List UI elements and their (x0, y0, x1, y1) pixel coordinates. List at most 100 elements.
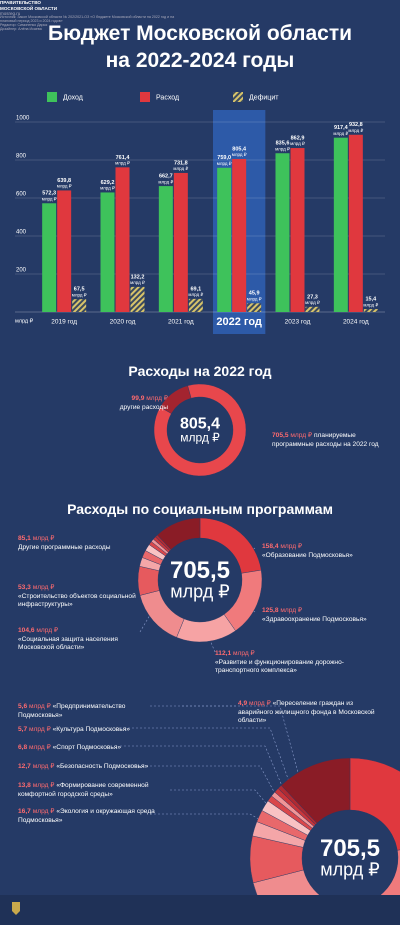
segment-label: 6,8 млрд ₽ «Спорт Подмосковья» (18, 744, 178, 753)
bar (173, 172, 188, 312)
footer-org: ПРАВИТЕЛЬСТВО МОСКОВСКОЙ ОБЛАСТИ (0, 0, 58, 11)
section-title: Расходы на 2022 год (128, 363, 272, 379)
y-tick-label: 400 (16, 230, 27, 236)
value-unit: млрд ₽ (130, 280, 146, 285)
section-title: Расходы по социальным программам (67, 501, 333, 517)
value-unit: млрд ₽ (100, 186, 116, 191)
legend-label: Доход (63, 94, 83, 101)
value-label: 629,2 (101, 180, 115, 186)
value-label: 639,8 (57, 178, 71, 184)
donut-segment (157, 517, 201, 550)
value-label: 932,8 (349, 122, 363, 128)
value-label: 112,1 (215, 650, 232, 657)
value-label: 15,4 (365, 297, 377, 303)
value-unit: млрд ₽ (32, 535, 55, 542)
value-label: 862,9 (291, 136, 305, 142)
value-unit: млрд ₽ (232, 650, 255, 657)
value-label: 705,5 (272, 432, 289, 439)
value-label: 132,2 (131, 274, 145, 280)
value-unit: млрд ₽ (232, 152, 248, 157)
value-label: 805,4 (232, 146, 247, 152)
bar (232, 158, 247, 312)
bar (57, 190, 72, 312)
value-unit: млрд ₽ (249, 700, 271, 707)
value-label: 917,4 (334, 125, 349, 131)
category-label: «Образование Подмосковья» (262, 551, 353, 559)
value-label: 835,6 (276, 141, 290, 147)
donut-unit: млрд ₽ (320, 859, 379, 879)
donut-hole (302, 810, 398, 895)
value-unit: млрд ₽ (305, 300, 321, 305)
x-tick-label: 2019 год (51, 319, 77, 326)
value-label: 13,8 (18, 782, 31, 789)
value-label: 45,9 (249, 291, 260, 297)
value-unit: млрд ₽ (32, 763, 55, 770)
value-unit: млрд ₽ (188, 292, 204, 297)
value-label: 12,7 (18, 763, 31, 770)
value-label: 69,1 (190, 286, 201, 292)
donut-hole (158, 538, 242, 622)
segment-label: 12,7 млрд ₽ «Безопасность Подмосковья» (18, 763, 178, 772)
x-tick-label: 2021 год (168, 319, 194, 326)
bar (130, 286, 145, 312)
value-label: 125,8 (262, 607, 279, 614)
y-tick-label: 800 (16, 154, 27, 160)
value-label: 662,7 (159, 174, 173, 180)
value-unit: млрд ₽ (32, 808, 55, 815)
value-label: 85,1 (18, 535, 31, 542)
category-label: «Переселение граждан из аварийного жилищ… (238, 700, 375, 725)
category-label: «Строительство объектов социальной инфра… (18, 592, 136, 609)
bar (42, 203, 57, 312)
value-label: 731,8 (174, 160, 188, 166)
value-label: 158,4 (262, 543, 279, 550)
bar (247, 303, 262, 312)
segment-label: 5,6 млрд ₽ «Предпринимательство Подмоско… (18, 703, 158, 720)
title-line: на 2022-2024 годы (105, 49, 295, 72)
category-label: «Формирование современной комфортной гор… (18, 782, 149, 798)
value-label: 5,6 (18, 703, 28, 710)
value-unit: млрд ₽ (42, 196, 58, 201)
value-label: 759,0 (217, 155, 231, 161)
legend-swatch (233, 92, 243, 102)
footer-site: mosreg.ru (0, 11, 21, 16)
x-tick-label: 2022 год (216, 316, 262, 328)
donut-hole (167, 397, 233, 463)
value-label: 27,3 (307, 294, 318, 300)
donut-total: 705,5 (320, 835, 380, 862)
bar (290, 148, 305, 312)
value-label: 104,6 (18, 627, 35, 634)
donut-segment (153, 383, 247, 477)
donut-unit: млрд ₽ (180, 431, 220, 445)
category-label: «Спорт Подмосковья» (52, 744, 122, 751)
value-unit: млрд ₽ (57, 184, 73, 189)
value-label: 572,3 (42, 191, 56, 197)
category-label: «Социальная защита населения Московской … (18, 635, 118, 652)
value-unit: млрд ₽ (333, 131, 349, 136)
donut-unit: млрд ₽ (170, 581, 229, 601)
legend-swatch (47, 92, 57, 102)
segment-label: 104,6 млрд ₽ «Социальная защита населени… (18, 627, 138, 653)
value-label: 53,3 (18, 584, 31, 591)
bar (333, 137, 348, 312)
category-label: другие расходы (119, 403, 168, 411)
value-label: 5,7 (18, 726, 28, 733)
donut-segment (349, 757, 400, 851)
value-unit: млрд ₽ (290, 141, 306, 146)
donut-segment (280, 757, 351, 824)
y-tick-label: 1000 (16, 116, 30, 122)
value-unit: млрд ₽ (280, 607, 303, 614)
bar (348, 134, 363, 312)
category-label: планируемые программные расходы на 2022 … (272, 432, 379, 448)
value-label: 16,7 (18, 808, 31, 815)
bar (72, 299, 87, 312)
value-label: 6,8 (18, 744, 28, 751)
value-unit: млрд ₽ (247, 296, 263, 301)
value-label: 4,9 (238, 700, 248, 707)
donut-segment (137, 566, 160, 596)
legend-label: Расход (156, 94, 179, 101)
x-tick-label: 2020 год (110, 319, 136, 326)
donut-total: 705,5 (170, 557, 230, 584)
donut-segment (380, 849, 400, 895)
